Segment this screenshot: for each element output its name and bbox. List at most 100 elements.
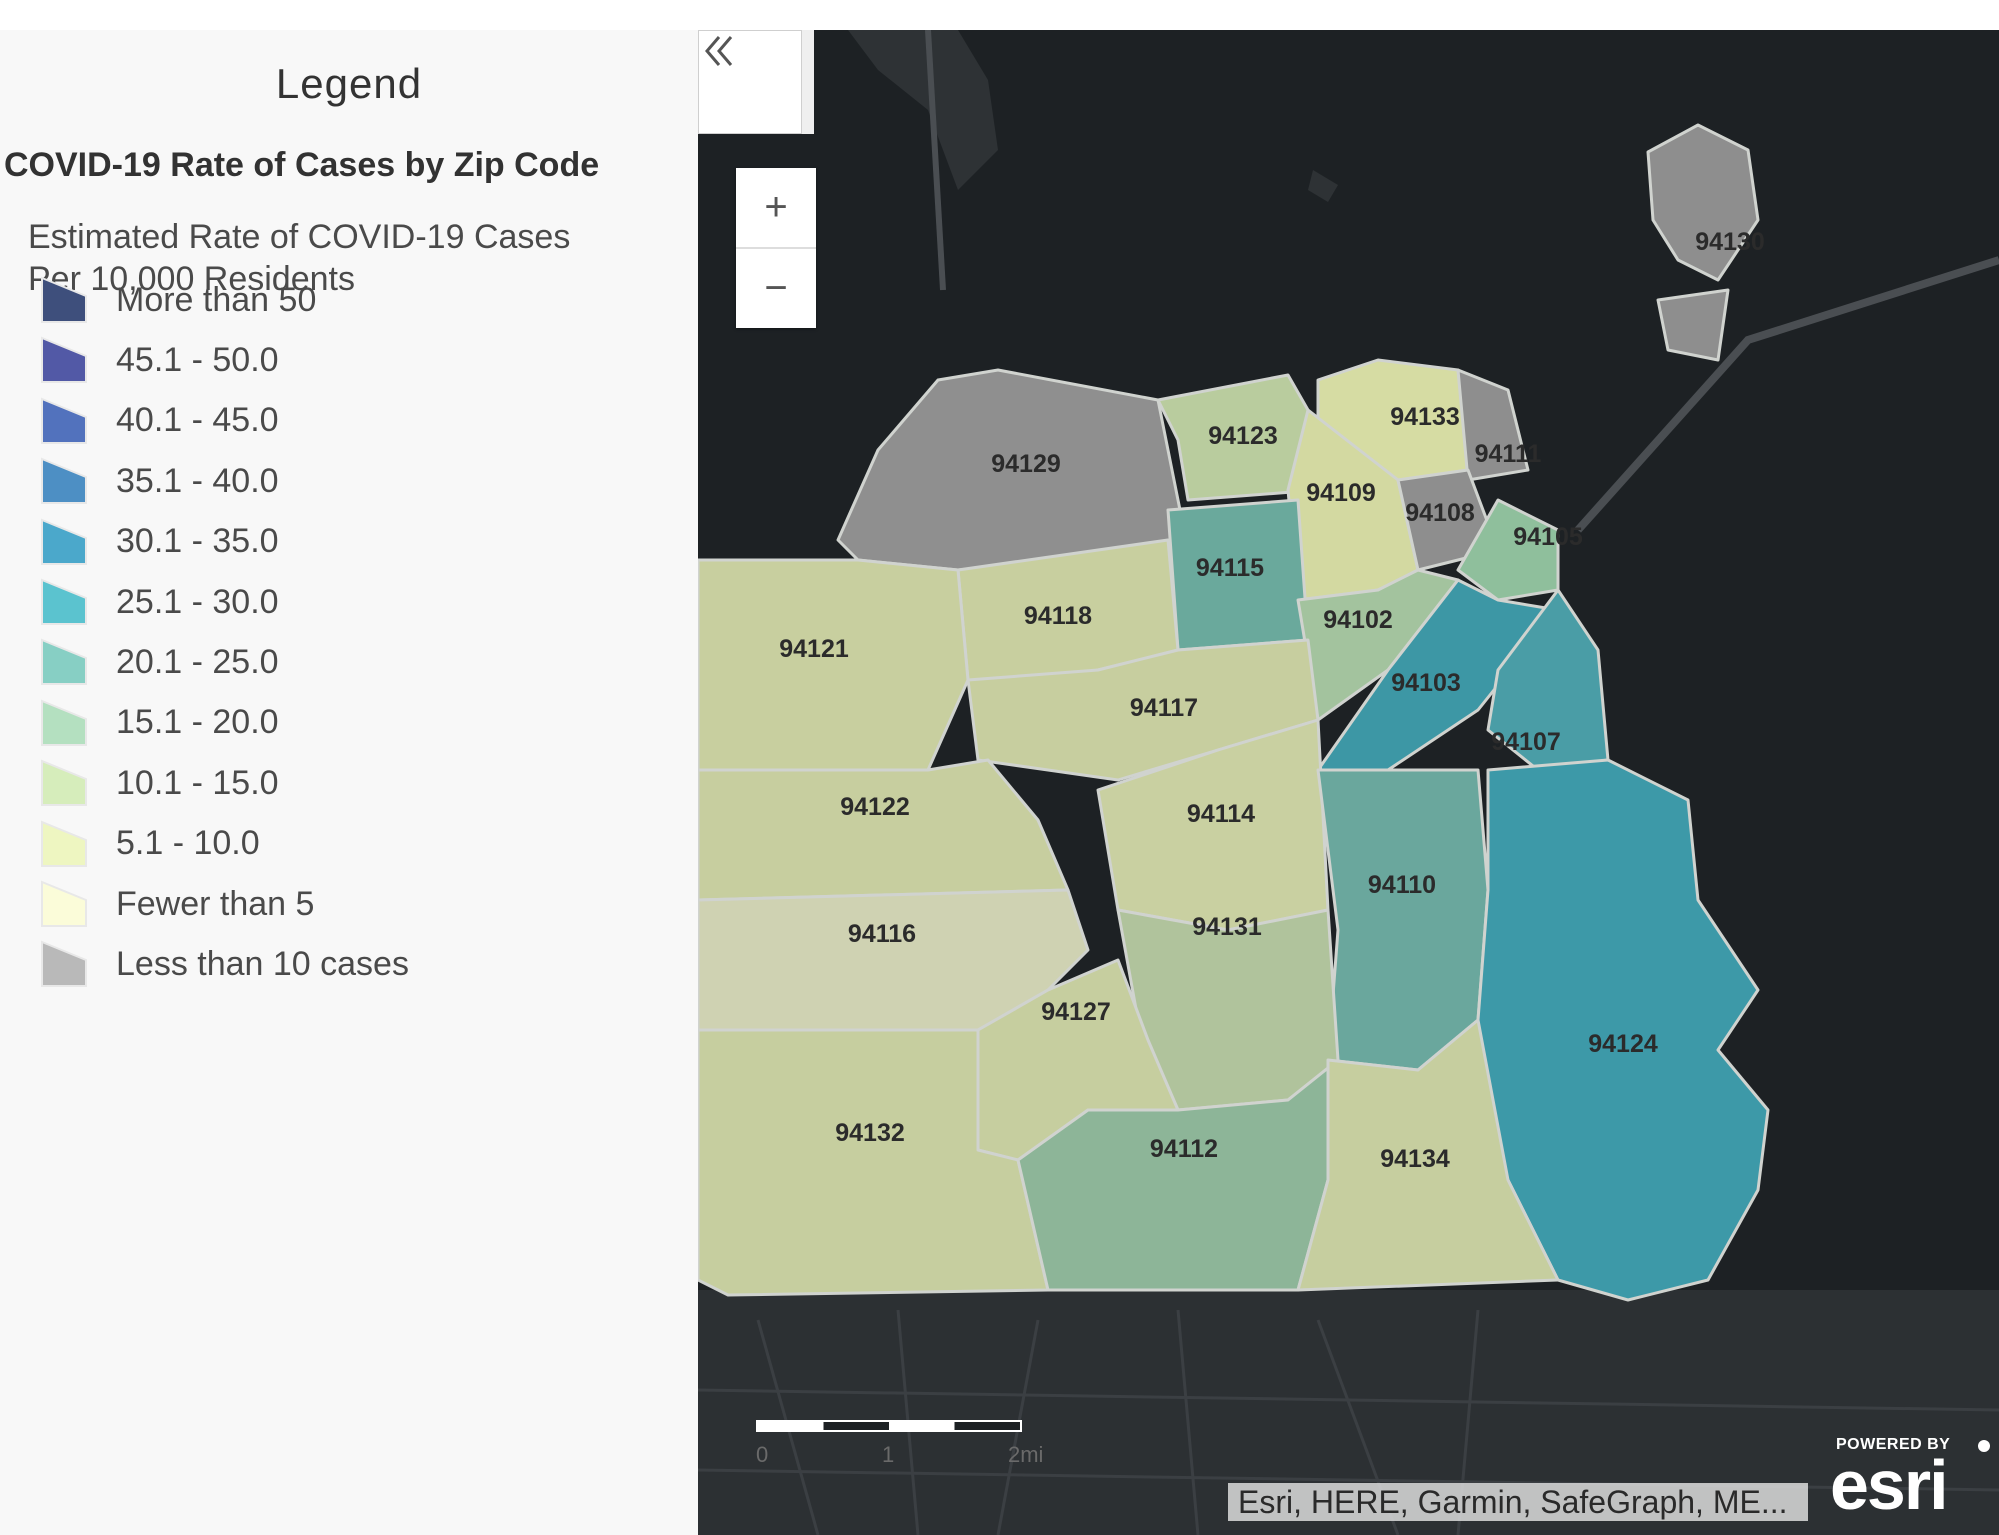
zoom-out-button[interactable]: − xyxy=(736,249,816,328)
legend-swatch xyxy=(41,940,87,988)
legend-swatch xyxy=(41,518,87,565)
scalebar-bar xyxy=(756,1420,1022,1432)
legend-item: 5.1 - 10.0 xyxy=(38,814,260,874)
legend-item-label: 40.1 - 45.0 xyxy=(116,401,279,440)
legend-item-label: More than 50 xyxy=(116,280,317,319)
zip-label-94121: 94121 xyxy=(779,635,849,663)
legend-swatch xyxy=(41,820,87,867)
zip-label-94132: 94132 xyxy=(835,1119,905,1147)
bay-bridge xyxy=(1575,256,1999,533)
zoom-in-button[interactable]: + xyxy=(736,168,816,247)
zip-area-94110 xyxy=(1316,768,1490,1072)
legend-item: 40.1 - 45.0 xyxy=(38,391,279,451)
collapse-legend-button[interactable] xyxy=(698,30,802,134)
zip-label-94110: 94110 xyxy=(1368,871,1436,899)
field-title: Estimated Rate of COVID-19 Cases Per 10,… xyxy=(28,218,571,298)
legend-item: 45.1 - 50.0 xyxy=(38,330,279,390)
legend-item: 25.1 - 30.0 xyxy=(38,572,279,632)
legend-item: Less than 10 cases xyxy=(38,934,409,994)
scale-tick-2: 2mi xyxy=(1008,1442,1044,1467)
legend-swatch xyxy=(41,880,87,927)
zip-label-94124: 94124 xyxy=(1588,1030,1658,1058)
legend-item-label: Fewer than 5 xyxy=(116,884,315,923)
legend-item: Fewer than 5 xyxy=(38,874,314,934)
legend-item: 15.1 - 20.0 xyxy=(38,693,279,753)
zip-polygons xyxy=(698,123,1770,1302)
zip-area-94103 xyxy=(1316,578,1560,772)
scale-tick-1: 1 xyxy=(882,1442,895,1467)
scale-tick-0: 0 xyxy=(756,1442,769,1467)
legend-item: 30.1 - 35.0 xyxy=(38,512,279,572)
zip-label-94129: 94129 xyxy=(991,450,1061,478)
alcatraz xyxy=(1308,170,1338,202)
esri-wordmark: esri xyxy=(1830,1446,1949,1524)
legend-item-label: 15.1 - 20.0 xyxy=(116,703,279,742)
zip-area-94105 xyxy=(1456,498,1560,602)
legend-panel: Legend COVID-19 Rate of Cases by Zip Cod… xyxy=(0,30,698,1535)
zip-label-94109: 94109 xyxy=(1306,479,1376,507)
zip-label-94107: 94107 xyxy=(1491,728,1561,756)
zip-area-94122 xyxy=(698,758,1070,902)
zip-label-94130: 94130 xyxy=(1695,228,1765,256)
zip-label-94123: 94123 xyxy=(1208,422,1278,450)
zip-labels: 94129 94123 94133 94111 94109 94108 94105 94115… xyxy=(779,228,1765,1173)
legend-swatch xyxy=(41,457,87,505)
legend-item-label: 35.1 - 40.0 xyxy=(116,461,279,500)
legend-item: 35.1 - 40.0 xyxy=(38,451,279,511)
zip-label-94102: 94102 xyxy=(1323,606,1393,634)
legend-item-label: 25.1 - 30.0 xyxy=(116,582,279,621)
legend-swatch xyxy=(41,397,87,444)
zoom-in-icon: + xyxy=(764,185,788,229)
zip-area-94111 xyxy=(1456,368,1530,482)
map-view[interactable]: 94129 94123 94133 94111 94109 94108 94105 94115… xyxy=(698,30,1999,1535)
legend-swatch xyxy=(41,759,87,807)
map-canvas[interactable]: 94129 94123 94133 94111 94109 94108 94105 94115… xyxy=(698,30,1999,1535)
legend-swatch xyxy=(41,336,87,384)
panel-divider xyxy=(802,30,814,134)
bridge-line xyxy=(925,30,946,291)
legend-item-label: 5.1 - 10.0 xyxy=(116,824,260,863)
scalebar: 0 1 2mi xyxy=(756,1420,1043,1470)
legend-item-label: 30.1 - 35.0 xyxy=(116,522,279,561)
zip-label-94122: 94122 xyxy=(840,793,910,821)
zoom-divider xyxy=(736,247,816,249)
zip-label-94118: 94118 xyxy=(1024,602,1092,630)
zip-label-94117: 94117 xyxy=(1130,694,1198,722)
zip-label-94131: 94131 xyxy=(1192,913,1262,941)
zip-label-94115: 94115 xyxy=(1196,554,1264,582)
esri-powered-by: POWERED BY xyxy=(1836,1436,1951,1453)
zip-area-94134 xyxy=(1296,1018,1560,1292)
zip-label-94103: 94103 xyxy=(1391,669,1461,697)
zip-label-94105: 94105 xyxy=(1513,523,1583,551)
zip-label-94116: 94116 xyxy=(848,920,916,948)
zip-label-94114: 94114 xyxy=(1187,800,1255,828)
legend-swatch xyxy=(41,638,87,686)
zip-label-94134: 94134 xyxy=(1380,1145,1450,1173)
legend-item-label: 45.1 - 50.0 xyxy=(116,340,279,379)
zip-area-94130 xyxy=(1646,123,1760,362)
legend-item: 20.1 - 25.0 xyxy=(38,632,279,692)
zip-label-94133: 94133 xyxy=(1390,403,1460,431)
map-attribution[interactable]: Esri, HERE, Garmin, SafeGraph, ME... xyxy=(1228,1483,1808,1521)
legend-item-label: 20.1 - 25.0 xyxy=(116,642,279,681)
legend-item: More than 50 xyxy=(38,270,316,330)
esri-logo[interactable]: POWERED BY esri xyxy=(1826,1430,1996,1520)
zip-label-94111: 94111 xyxy=(1475,440,1542,468)
zip-label-94108: 94108 xyxy=(1405,499,1475,527)
layer-title: COVID-19 Rate of Cases by Zip Code xyxy=(4,146,600,184)
legend-title: Legend xyxy=(275,60,423,107)
marin-headlands xyxy=(848,30,998,190)
legend-item: 10.1 - 15.0 xyxy=(38,753,279,813)
double-chevron-left-icon xyxy=(705,36,733,66)
esri-dot-icon xyxy=(1978,1440,1990,1452)
legend-swatch xyxy=(41,578,87,625)
zip-label-94112: 94112 xyxy=(1150,1135,1218,1163)
zip-label-94127: 94127 xyxy=(1041,998,1111,1026)
legend-swatch xyxy=(41,276,87,323)
legend-swatch xyxy=(41,699,87,746)
zoom-control: + − xyxy=(736,168,816,328)
zip-area-94121 xyxy=(698,558,970,772)
basemap xyxy=(698,30,1999,1535)
zoom-out-icon: − xyxy=(764,266,788,310)
legend-item-label: Less than 10 cases xyxy=(116,944,409,983)
